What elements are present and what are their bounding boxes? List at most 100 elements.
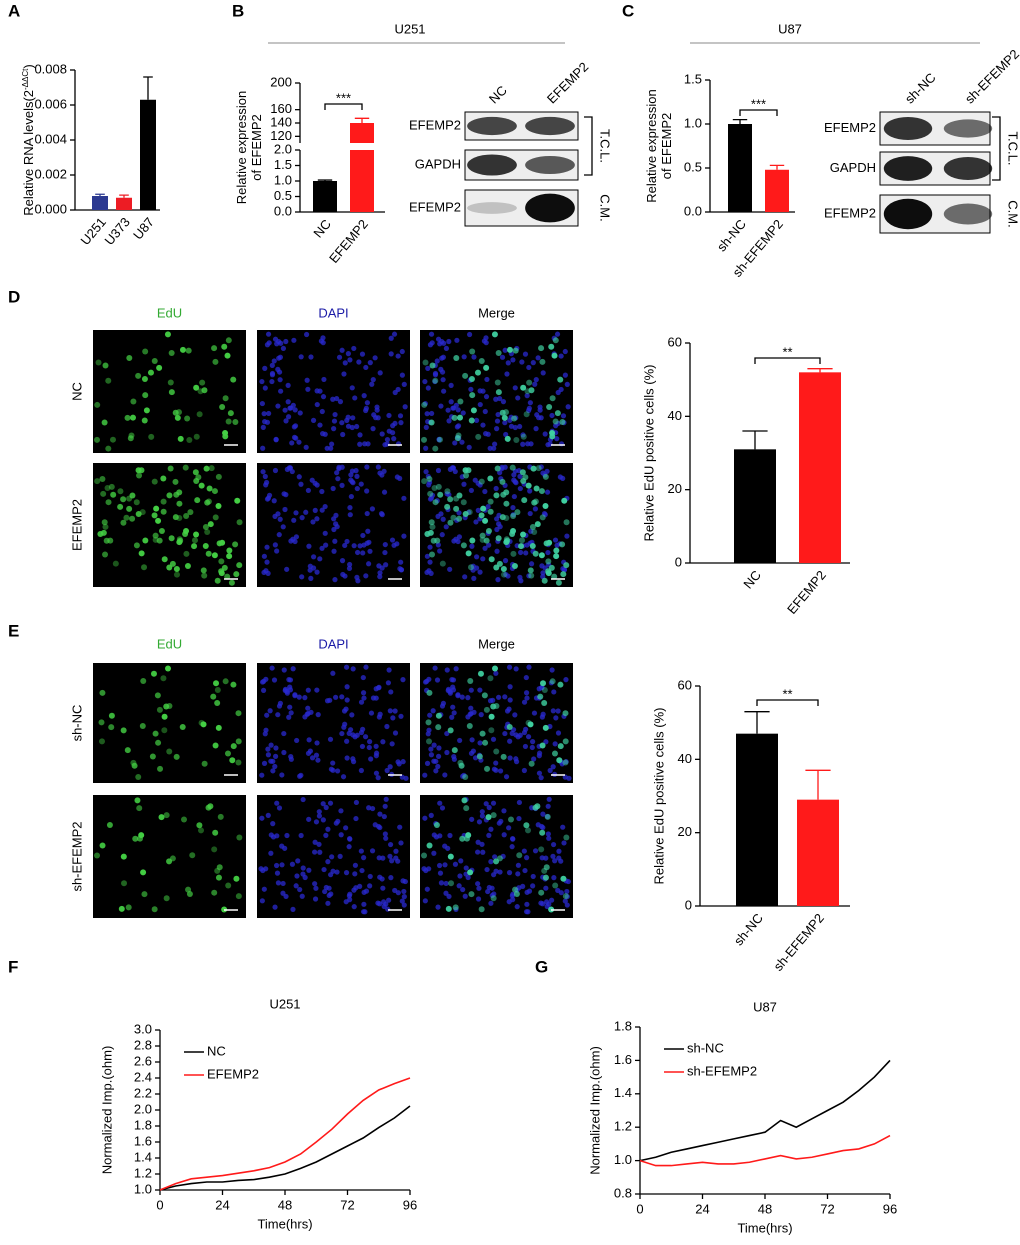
nucleus [493,485,499,492]
nucleus [323,804,329,811]
nucleus [519,359,525,365]
nucleus [455,423,462,429]
edu-cell [218,570,225,577]
nucleus [452,440,458,446]
nucleus [386,412,392,419]
y-axis-label-part: Relative RNA levels(2 [21,90,36,216]
nucleus [331,516,337,522]
edu-cell [561,497,568,504]
nucleus [388,689,394,695]
edu-cell [465,550,472,557]
edu-cell [541,577,548,584]
nucleus [347,512,353,518]
nucleus [383,835,389,841]
nucleus [272,904,278,910]
nucleus [389,741,395,747]
edu-cell [555,579,562,586]
nucleus [466,444,472,450]
nucleus [468,687,474,693]
edu-cell [496,855,503,862]
y-tick-label: 0 [685,897,692,912]
nucleus [358,767,364,774]
nucleus [269,362,275,368]
nucleus [455,538,461,545]
edu-cell [490,895,497,902]
edu-cell [187,509,194,516]
nucleus [463,865,469,871]
edu-cell [133,542,140,549]
nucleus [266,410,272,417]
nucleus [313,885,319,891]
y-tick-label: 0.5 [684,159,702,174]
nucleus [475,839,481,845]
nucleus [366,805,372,811]
edu-cell [219,404,226,411]
nucleus [327,800,334,806]
nucleus [532,848,539,854]
edu-cell [98,719,105,726]
nucleus [542,431,548,437]
nucleus [494,526,500,533]
edu-cell [163,895,170,902]
edu-cell [481,692,488,699]
nucleus [376,714,382,720]
nucleus [477,388,483,394]
nucleus [306,737,312,743]
nucleus [310,519,316,525]
nucleus [497,395,503,402]
edu-cell [525,719,532,726]
nucleus [375,464,381,470]
edu-cell [212,829,219,836]
nucleus [455,692,461,698]
nucleus [340,431,346,438]
nucleus [360,532,366,539]
edu-cell [94,852,101,859]
edu-cell [205,550,212,557]
nucleus [492,441,498,447]
nucleus [397,413,404,419]
edu-cell [480,505,487,512]
edu-cell [509,531,516,538]
nucleus [310,417,317,423]
edu-cell [524,388,531,395]
nucleus [364,464,370,470]
nucleus [351,345,357,352]
edu-cell [222,678,229,685]
nucleus [457,873,463,879]
nucleus [269,372,276,378]
nucleus [513,666,519,672]
nucleus [362,909,368,915]
blot-group: T.C.L. [1006,132,1020,166]
nucleus [465,695,471,701]
nucleus [270,758,276,764]
nucleus [423,424,429,430]
nucleus [382,803,388,809]
nucleus [426,676,432,682]
bar [313,181,337,212]
legend-label: EFEMP2 [207,1066,259,1081]
edu-cell [166,748,173,755]
bar [140,99,156,210]
edu-cell [522,474,529,481]
edu-cell [509,464,516,471]
nucleus [354,549,361,556]
line-series [159,1105,411,1191]
row-label: sh-NC [69,705,84,742]
y-tick-label: 2.2 [134,1085,152,1100]
edu-cell [482,739,489,746]
y-tick-label: 140 [270,114,292,129]
nucleus [439,532,445,538]
nucleus [431,832,437,838]
edu-cell [150,670,157,677]
edu-cell [491,331,498,338]
blot-column: EFEMP2 [544,59,591,106]
nucleus [440,377,446,383]
nucleus [372,355,378,361]
nucleus [398,559,404,565]
nucleus [347,727,354,733]
nucleus [443,880,449,887]
nucleus [272,542,278,548]
nucleus [395,858,401,864]
edu-cell [439,560,446,567]
nucleus [314,516,320,522]
